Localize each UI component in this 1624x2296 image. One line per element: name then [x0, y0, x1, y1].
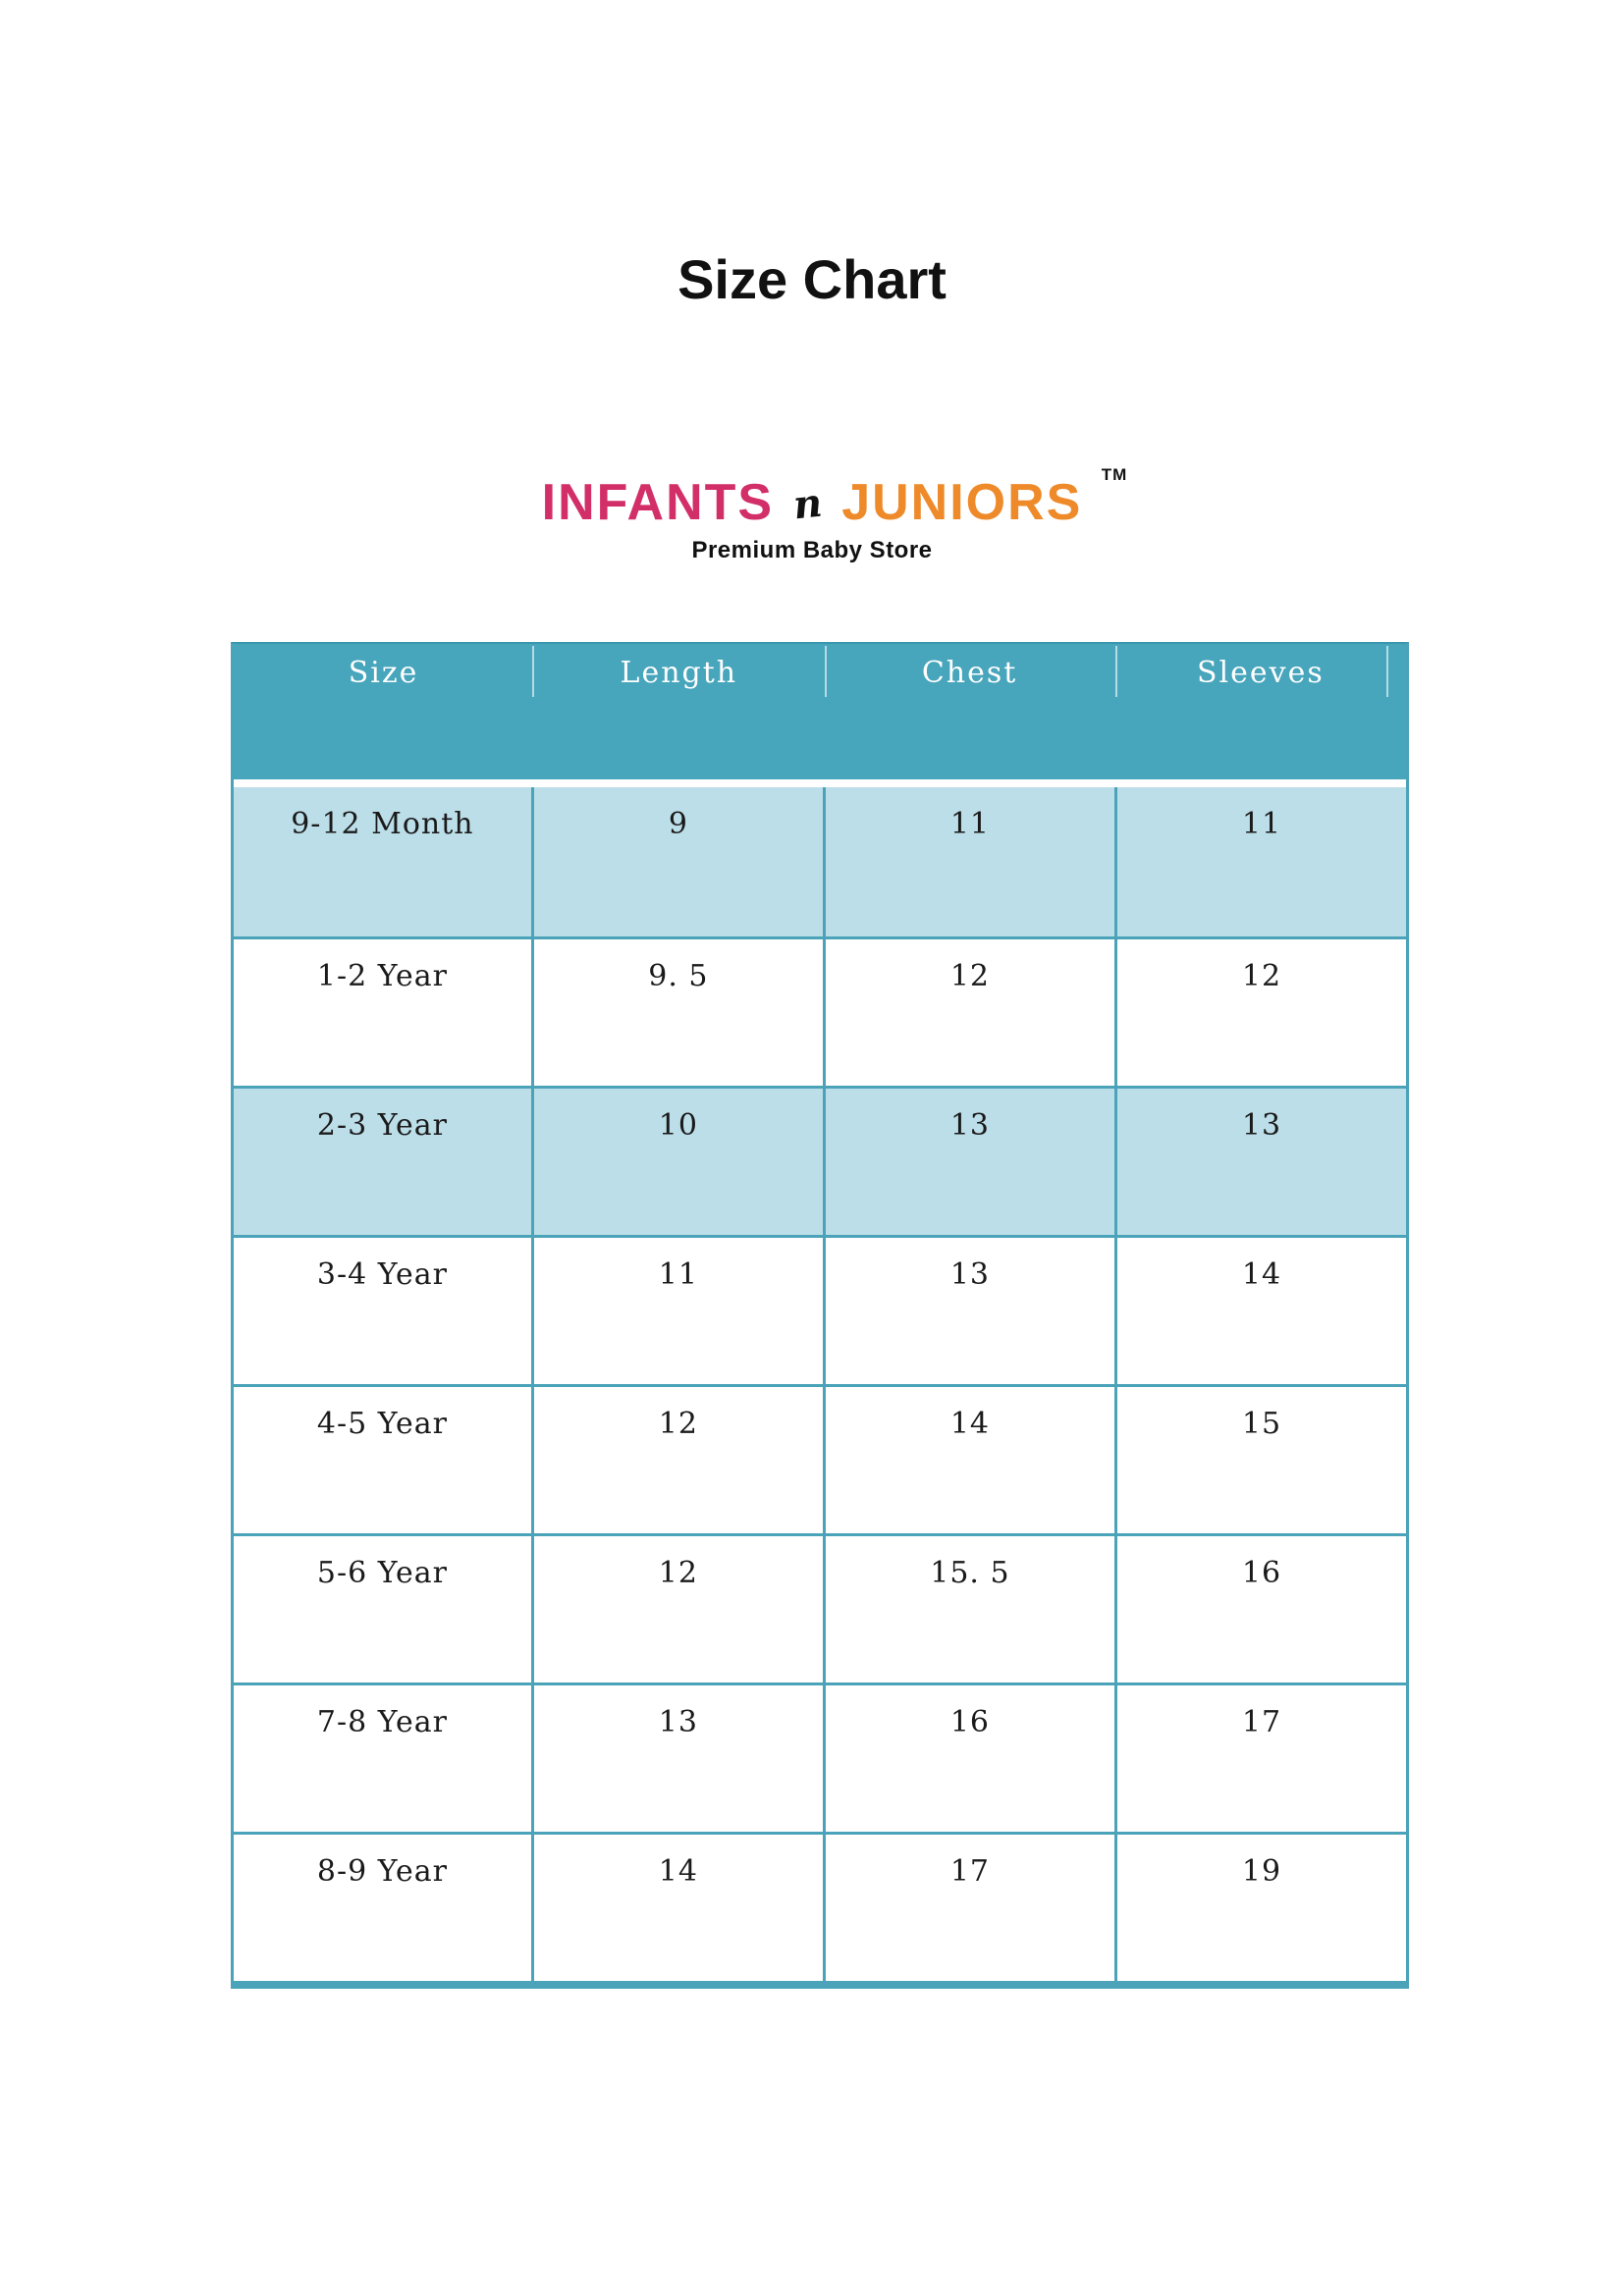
- brand-logo: INFANTS n JUNIORS TM Premium Baby Store: [0, 465, 1624, 564]
- cell-sleeves: 11: [1113, 787, 1406, 936]
- header-cell-sleeves: Sleeves: [1196, 656, 1325, 690]
- brand-infants-text: INFANTS: [541, 474, 775, 531]
- cell-size: 8-9 Year: [316, 1854, 448, 1889]
- cell-chest: 11: [822, 787, 1114, 936]
- cell-length: 12: [530, 1536, 823, 1682]
- header-cell-size: Size: [348, 656, 419, 690]
- table-row: 7-8 Year 13 16 17: [234, 1682, 1406, 1832]
- cell-length: 14: [530, 1835, 823, 1981]
- brand-n-text: n: [790, 479, 825, 529]
- brand-wordmark: INFANTS n JUNIORS TM: [0, 465, 1624, 532]
- cell-length: 13: [530, 1685, 823, 1832]
- header-divider-tick: [532, 646, 535, 697]
- brand-tagline: Premium Baby Store: [691, 537, 933, 563]
- table-row: 5-6 Year 12 15. 5 16: [234, 1533, 1406, 1682]
- trademark-symbol: TM: [1101, 465, 1128, 484]
- cell-size: 5-6 Year: [316, 1556, 448, 1590]
- size-chart-table: Size Length Chest Sleeves 9-12 Month 9 1…: [231, 642, 1409, 1989]
- cell-chest: 13: [822, 1089, 1114, 1235]
- cell-sleeves: 12: [1113, 939, 1406, 1086]
- cell-chest: 12: [822, 939, 1114, 1086]
- header-cell-length: Length: [620, 656, 738, 690]
- header-cell-chest: Chest: [921, 656, 1018, 690]
- cell-size: 3-4 Year: [316, 1257, 448, 1292]
- cell-chest: 15. 5: [822, 1536, 1114, 1682]
- brand-juniors-text: JUNIORS TM: [841, 465, 1126, 532]
- table-header-row: Size Length Chest Sleeves: [234, 644, 1406, 787]
- table-row: 4-5 Year 12 14 15: [234, 1384, 1406, 1533]
- cell-length: 12: [530, 1387, 823, 1533]
- cell-length: 9: [530, 787, 823, 936]
- header-divider-tick: [1386, 646, 1388, 697]
- cell-sleeves: 14: [1113, 1238, 1406, 1384]
- cell-chest: 16: [822, 1685, 1114, 1832]
- cell-length: 11: [530, 1238, 823, 1384]
- cell-size: 9-12 Month: [291, 807, 474, 841]
- page-title: Size Chart: [677, 248, 947, 310]
- table-row: 3-4 Year 11 13 14: [234, 1235, 1406, 1384]
- cell-sleeves: 17: [1113, 1685, 1406, 1832]
- cell-sleeves: 15: [1113, 1387, 1406, 1533]
- cell-chest: 17: [822, 1835, 1114, 1981]
- cell-size: 4-5 Year: [316, 1407, 448, 1441]
- brand-juniors-label: JUNIORS: [841, 474, 1083, 531]
- header-divider-tick: [1114, 646, 1117, 697]
- cell-size: 2-3 Year: [316, 1108, 448, 1143]
- cell-size: 7-8 Year: [316, 1705, 448, 1739]
- cell-sleeves: 19: [1113, 1835, 1406, 1981]
- cell-length: 10: [530, 1089, 823, 1235]
- cell-size: 1-2 Year: [316, 959, 448, 993]
- header-divider-tick: [824, 646, 827, 697]
- cell-sleeves: 16: [1113, 1536, 1406, 1682]
- table-row: 1-2 Year 9. 5 12 12: [234, 936, 1406, 1086]
- cell-length: 9. 5: [530, 939, 823, 1086]
- cell-sleeves: 13: [1113, 1089, 1406, 1235]
- table-row: 9-12 Month 9 11 11: [234, 787, 1406, 936]
- cell-chest: 13: [822, 1238, 1114, 1384]
- cell-chest: 14: [822, 1387, 1114, 1533]
- table-row: 8-9 Year 14 17 19: [234, 1832, 1406, 1981]
- table-row: 2-3 Year 10 13 13: [234, 1086, 1406, 1235]
